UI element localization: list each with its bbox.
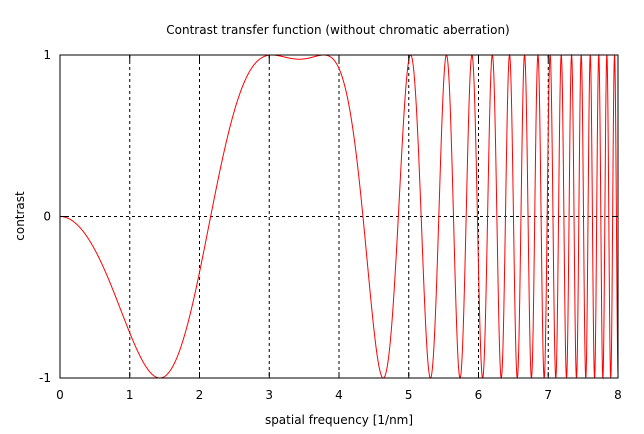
y-tick-label-2: 1 (43, 48, 51, 62)
y-axis-ticks: -1 0 1 (39, 48, 618, 385)
grid-lines (60, 55, 618, 378)
x-tick-label-3: 3 (265, 388, 273, 402)
x-tick-label-2: 2 (196, 388, 204, 402)
y-axis-label: contrast (13, 191, 27, 241)
x-tick-label-0: 0 (56, 388, 64, 402)
x-axis-label: spatial frequency [1/nm] (265, 413, 413, 427)
ctf-curve (60, 53, 619, 380)
y-tick-label-1: 0 (43, 210, 51, 224)
y-tick-label-0: -1 (39, 371, 51, 385)
chart-title: Contrast transfer function (without chro… (166, 23, 509, 37)
x-tick-label-8: 8 (614, 388, 622, 402)
x-tick-label-4: 4 (335, 388, 343, 402)
x-tick-label-1: 1 (126, 388, 134, 402)
x-axis-ticks: 0 1 2 3 4 5 6 7 8 (56, 55, 622, 402)
x-tick-label-7: 7 (544, 388, 552, 402)
x-tick-label-6: 6 (475, 388, 483, 402)
x-tick-label-5: 5 (405, 388, 413, 402)
